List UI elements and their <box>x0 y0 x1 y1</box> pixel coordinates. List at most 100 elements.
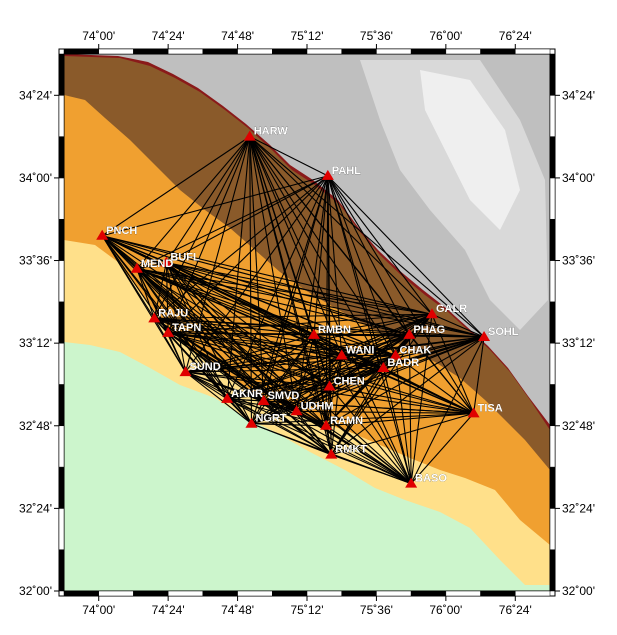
frame-segment <box>549 218 556 261</box>
baseline-baso-tisa <box>410 413 475 484</box>
station-chen[interactable]: CHEN <box>323 375 365 391</box>
station-harw[interactable]: HARW <box>243 125 289 141</box>
baseline-bufl-chak <box>166 262 396 357</box>
baseline-baso-rmbn <box>313 334 412 484</box>
frame-segment <box>58 177 65 220</box>
station-baselines <box>101 136 485 485</box>
station-wani[interactable]: WANI <box>335 344 375 360</box>
frame-segment <box>549 549 556 592</box>
station-rmbn[interactable]: RMBN <box>307 324 351 339</box>
station-ngrt[interactable]: NGRT <box>245 413 287 428</box>
baseline-ramn-sohl <box>325 336 485 427</box>
baseline-harw-badr <box>249 136 384 369</box>
longitude-ticks-top: 74˚00' 74˚24' 74˚48' 75˚12' 75˚36' 76˚00' 76˚2… <box>82 29 532 49</box>
frame-segment <box>63 48 99 55</box>
station-chak[interactable]: CHAK <box>389 344 432 360</box>
baseline-harw-pahl <box>249 136 329 177</box>
station-sund[interactable]: SUND <box>179 361 221 377</box>
station-bufl[interactable]: BUFL <box>160 251 200 267</box>
station-pnch[interactable]: PNCH <box>96 225 138 240</box>
baseline-mend-chak <box>136 268 396 357</box>
baseline-phag-sohl <box>409 334 485 338</box>
station-label: NGRT <box>255 413 286 425</box>
baseline-pahl-baso <box>327 175 412 484</box>
station-raju[interactable]: RAJU <box>148 307 188 323</box>
baseline-baso-chen <box>329 386 412 484</box>
baseline-ngrt-udhm <box>251 410 297 425</box>
station-marker-icon <box>130 262 143 273</box>
station-pahl[interactable]: PAHL <box>321 165 361 180</box>
station-marker-icon <box>320 419 333 430</box>
baseline-baso-sohl <box>410 336 485 484</box>
frame-segment <box>202 48 238 55</box>
baseline-udhm-rmbn <box>296 334 315 412</box>
baseline-chak-tisa <box>395 355 474 414</box>
frame-segment <box>58 53 65 96</box>
baseline-udhm-wani <box>296 355 343 412</box>
station-label: GALR <box>436 303 467 315</box>
baseline-bufl-rmkt <box>165 262 332 456</box>
baseline-pahl-sohl <box>327 175 485 338</box>
baseline-tapn-ngrt <box>167 332 252 425</box>
station-sohl[interactable]: SOHL <box>478 326 519 341</box>
station-label: PAHL <box>332 165 361 177</box>
station-ramn[interactable]: RAMN <box>320 415 363 430</box>
station-marker-icon <box>377 361 390 372</box>
lat-tick-label: 32˚24' <box>562 501 595 515</box>
baseline-wani-tisa <box>341 355 474 414</box>
frame-segment <box>480 590 516 597</box>
frame-segment <box>133 48 169 55</box>
lon-tick-label: 74˚00' <box>82 603 115 617</box>
station-galr[interactable]: GALR <box>425 303 467 319</box>
station-smvd[interactable]: SMVD <box>257 390 300 405</box>
station-marker-icon <box>257 394 270 405</box>
baseline-rmkt-sohl <box>330 336 485 456</box>
station-baso[interactable]: BASO <box>405 472 447 488</box>
baseline-rmkt-baso <box>331 454 412 485</box>
frame-segment <box>133 590 169 597</box>
station-badr[interactable]: BADR <box>377 357 419 372</box>
station-marker-icon <box>179 366 192 377</box>
baseline-mend-rmbn <box>136 268 315 336</box>
lat-tick-label: 34˚00' <box>562 171 595 185</box>
station-tapn[interactable]: TAPN <box>162 322 201 337</box>
station-mend[interactable]: MEND <box>130 258 173 273</box>
station-phag[interactable]: PHAG <box>403 324 445 339</box>
baseline-sund-rmbn <box>185 334 315 373</box>
baseline-bufl-mend <box>136 262 167 270</box>
baseline-pahl-galr <box>327 175 433 315</box>
station-label: BASO <box>415 473 447 485</box>
baseline-pnch-tapn <box>101 235 169 334</box>
lon-tick-label: 74˚48' <box>221 603 254 617</box>
frame-segment <box>549 260 556 303</box>
station-udhm[interactable]: UDHM <box>290 400 334 416</box>
baseline-wani-chen <box>329 355 343 387</box>
station-label: RMKT <box>335 444 367 456</box>
station-marker-icon <box>148 312 161 323</box>
station-tisa[interactable]: TISA <box>467 402 503 418</box>
station-aknr[interactable]: AKNR <box>221 388 263 403</box>
baseline-mend-baso <box>136 268 412 485</box>
frame-segment <box>58 218 65 261</box>
baseline-bufl-galr <box>166 262 433 315</box>
frame-segment <box>58 342 65 385</box>
frame-segment <box>272 48 308 55</box>
baseline-pahl-wani <box>327 175 343 356</box>
frame-segment <box>549 95 556 137</box>
station-marker-icon <box>221 392 234 403</box>
lat-tick-label: 32˚00' <box>19 584 52 598</box>
frame-segment <box>376 590 412 597</box>
station-rmkt[interactable]: RMKT <box>325 444 367 459</box>
baseline-pnch-phag <box>102 235 410 336</box>
baseline-harw-ngrt <box>249 136 253 424</box>
baseline-pnch-sund <box>101 235 186 373</box>
baseline-harw-raju <box>153 136 251 319</box>
station-marker-icon <box>323 380 336 391</box>
baseline-mend-galr <box>136 268 433 315</box>
station-marker-icon <box>335 349 348 360</box>
frame-segment <box>237 590 273 597</box>
station-marker-icon <box>96 229 109 240</box>
baseline-smvd-baso <box>263 400 412 485</box>
frame-segment <box>480 48 516 55</box>
frame-segment <box>410 48 447 55</box>
